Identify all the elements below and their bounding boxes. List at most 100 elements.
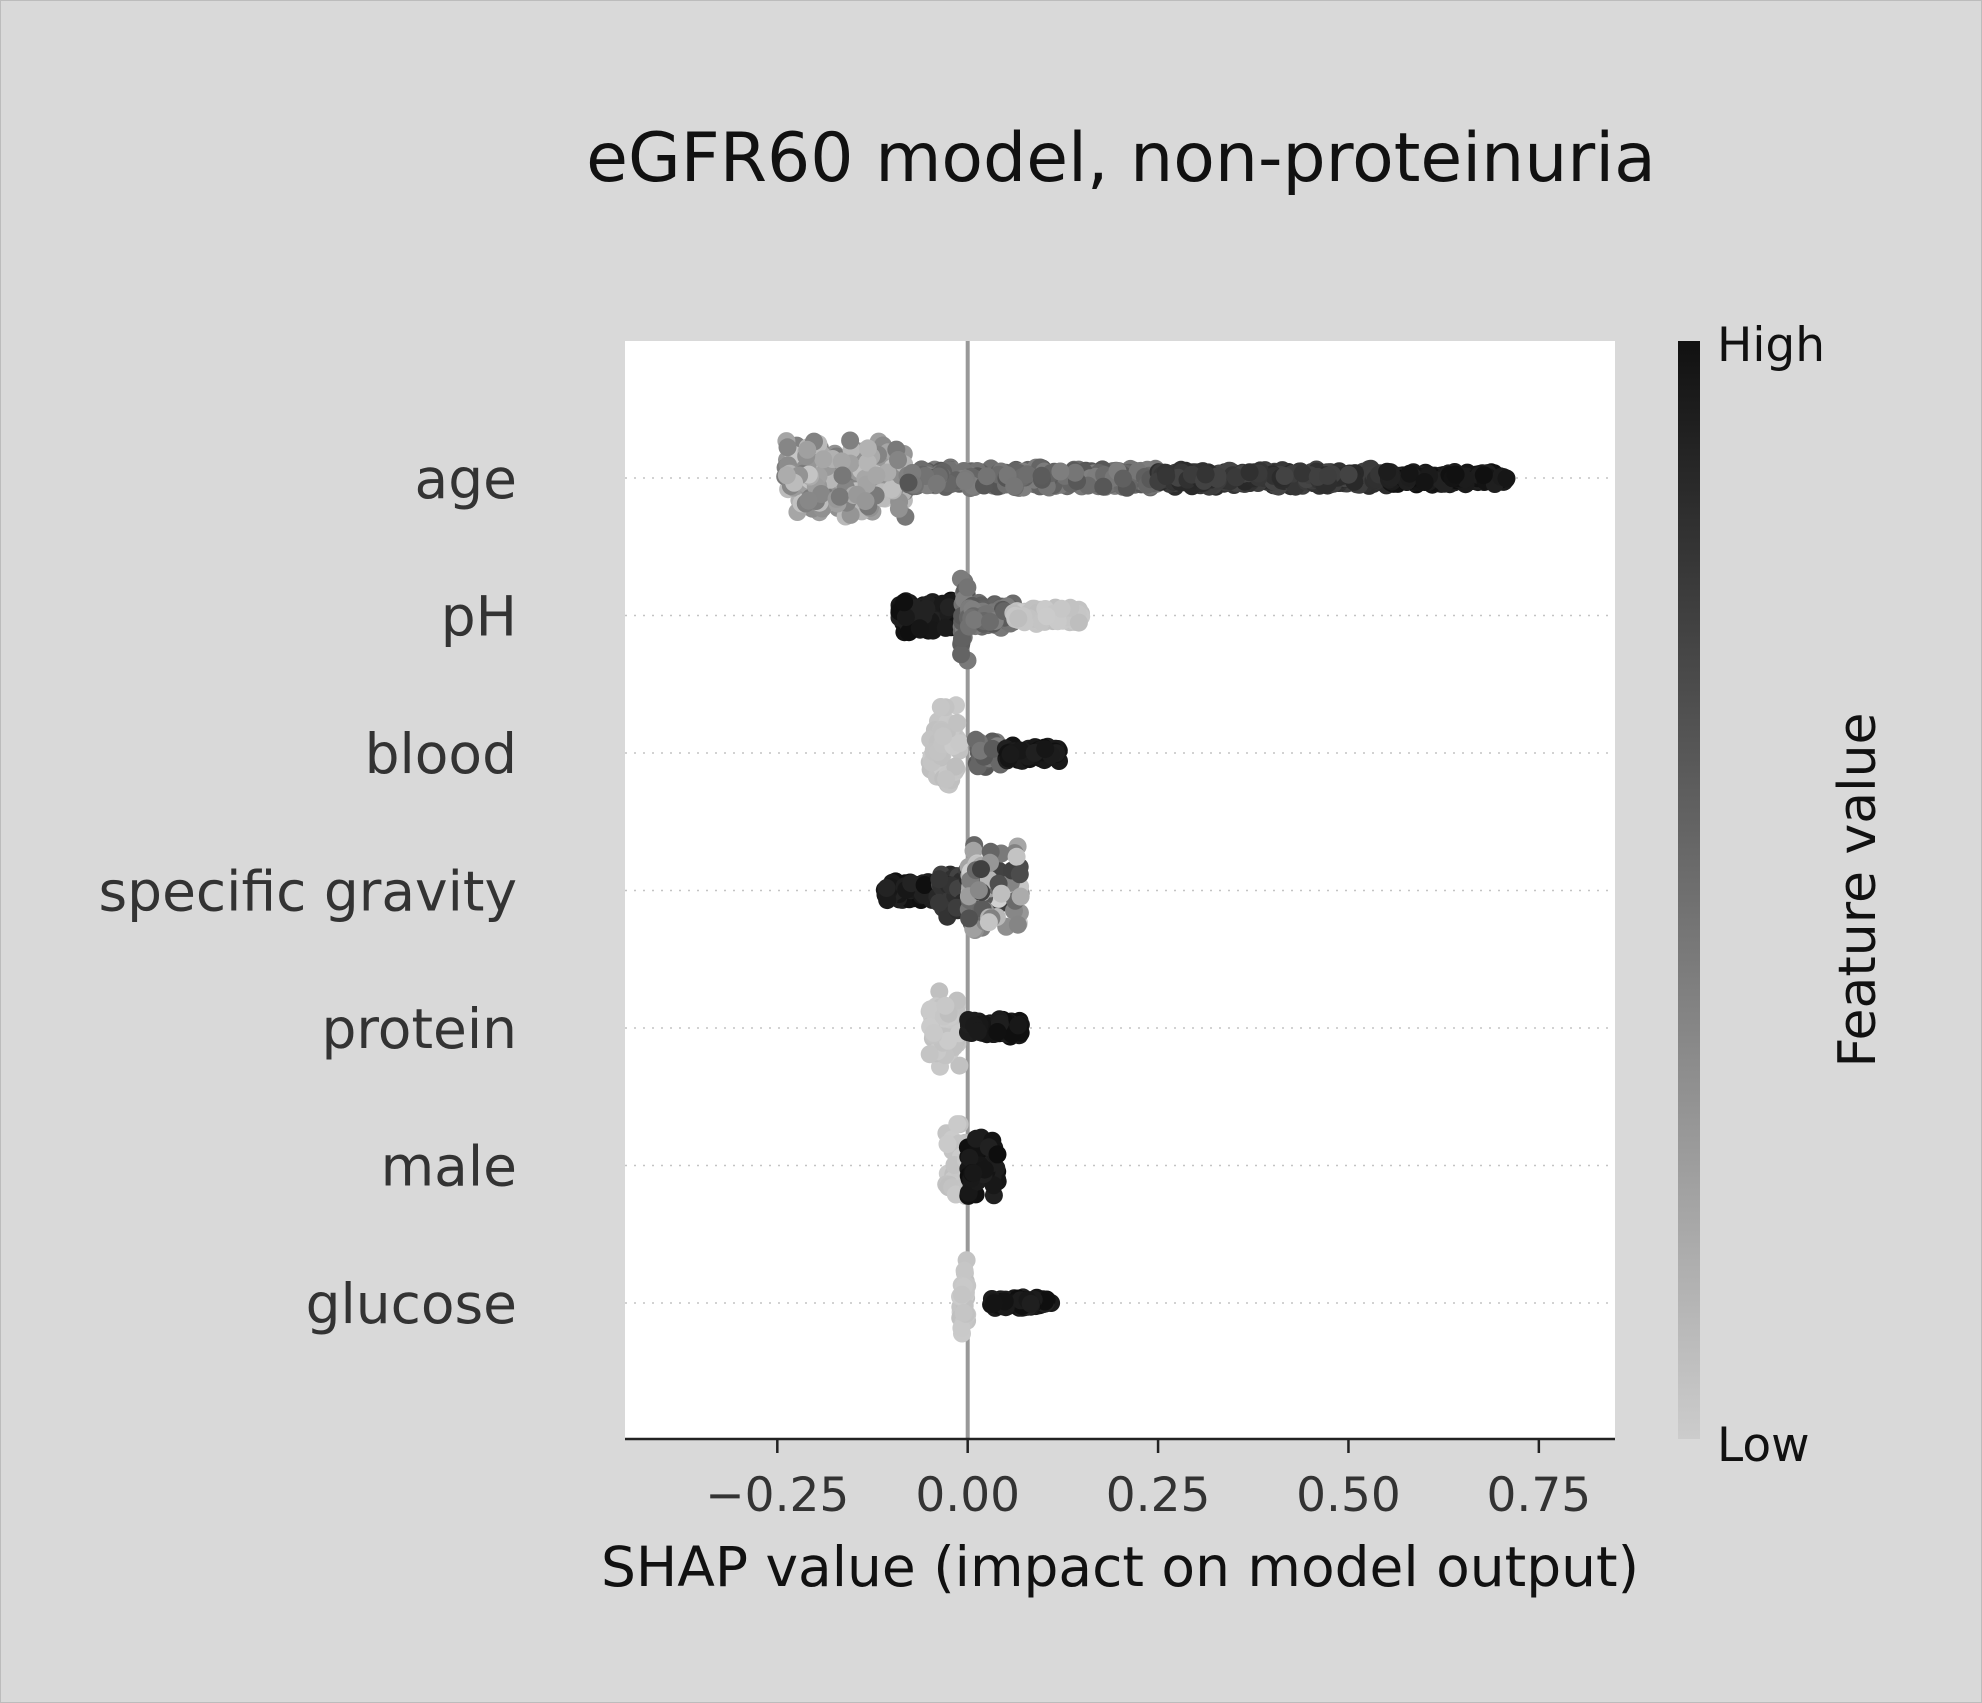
shap-point bbox=[1018, 465, 1037, 484]
shap-point bbox=[1005, 477, 1024, 496]
shap-point bbox=[1275, 467, 1294, 485]
shap-point bbox=[1378, 462, 1397, 481]
shap-point bbox=[1415, 473, 1434, 491]
shap-point bbox=[946, 757, 965, 776]
shap-point bbox=[965, 610, 984, 629]
shap-point bbox=[1293, 464, 1312, 483]
colorbar-low-label: Low bbox=[1717, 1418, 1810, 1473]
shap-point bbox=[1066, 463, 1085, 482]
shap-point bbox=[955, 1261, 974, 1280]
shap-point bbox=[927, 474, 946, 493]
shap-point bbox=[979, 913, 998, 932]
shap-point bbox=[1318, 466, 1337, 485]
shap-point bbox=[1114, 469, 1132, 488]
shap-point bbox=[950, 734, 969, 753]
x-ticks: −0.25 0.00 0.25 0.50 0.75 bbox=[705, 1439, 1591, 1523]
shap-point bbox=[1011, 887, 1030, 906]
feature-label-specific-gravity: specific gravity bbox=[99, 860, 517, 924]
shap-point bbox=[778, 438, 797, 457]
shap-point bbox=[856, 492, 875, 511]
shap-point bbox=[867, 466, 886, 485]
shap-point bbox=[841, 431, 860, 450]
shap-point bbox=[938, 1135, 957, 1154]
shap-point bbox=[939, 598, 958, 617]
shap-point bbox=[1094, 477, 1113, 496]
shap-point bbox=[910, 619, 929, 638]
shap-point bbox=[1446, 465, 1465, 484]
shap-point bbox=[1032, 466, 1051, 485]
shap-point bbox=[925, 1024, 943, 1042]
shap-point bbox=[948, 713, 967, 732]
shap-point bbox=[1339, 465, 1358, 484]
shap-point bbox=[937, 770, 956, 789]
shap-point bbox=[889, 451, 907, 469]
shap-point bbox=[895, 593, 914, 612]
shap-point bbox=[1069, 613, 1088, 632]
shap-point bbox=[1240, 463, 1259, 482]
shap-point bbox=[1036, 740, 1055, 759]
chart-title: eGFR60 model, non-proteinuria bbox=[586, 119, 1656, 198]
shap-point bbox=[896, 608, 915, 627]
feature-label-pH: pH bbox=[441, 585, 517, 649]
shap-points bbox=[776, 431, 1516, 1343]
shap-point bbox=[950, 1056, 969, 1075]
shap-point bbox=[1007, 847, 1026, 866]
shap-point bbox=[952, 645, 971, 664]
shap-point bbox=[952, 1319, 971, 1337]
shap-point bbox=[1001, 745, 1020, 764]
shap-point bbox=[930, 982, 949, 1001]
shap-point bbox=[1474, 466, 1493, 485]
x-tick-label: 0.00 bbox=[915, 1468, 1020, 1523]
shap-point bbox=[968, 1022, 987, 1041]
shap-point bbox=[967, 1129, 985, 1148]
shap-point bbox=[992, 884, 1011, 903]
shap-point bbox=[1008, 915, 1027, 934]
feature-label-blood: blood bbox=[365, 722, 517, 786]
x-tick-label: 0.50 bbox=[1296, 1468, 1401, 1523]
x-tick-label: 0.25 bbox=[1106, 1468, 1211, 1523]
shap-point bbox=[1157, 467, 1176, 486]
feature-label-glucose: glucose bbox=[306, 1272, 517, 1336]
shap-point bbox=[833, 466, 852, 485]
shap-point bbox=[798, 440, 817, 459]
shap-point bbox=[1196, 465, 1215, 484]
shap-point bbox=[882, 480, 901, 499]
shap-point bbox=[830, 487, 849, 506]
shap-point bbox=[1052, 599, 1071, 618]
shap-point bbox=[1021, 1294, 1040, 1313]
shap-point bbox=[1400, 464, 1419, 483]
shap-point bbox=[930, 870, 949, 889]
shap-point bbox=[921, 1000, 940, 1019]
shap-point bbox=[1497, 469, 1516, 488]
shap-point bbox=[930, 893, 948, 912]
shap-point bbox=[1009, 609, 1028, 628]
shap-point bbox=[931, 698, 950, 716]
shap-point bbox=[917, 599, 936, 618]
shap-point bbox=[934, 727, 953, 746]
shap-point bbox=[936, 996, 955, 1015]
shap-point bbox=[981, 612, 999, 631]
x-tick-label: 0.75 bbox=[1487, 1468, 1592, 1523]
shap-point bbox=[902, 874, 921, 893]
feature-label-age: age bbox=[415, 447, 517, 511]
shap-point bbox=[960, 1148, 979, 1167]
shap-point bbox=[936, 618, 955, 637]
colorbar-high-label: High bbox=[1717, 318, 1825, 373]
shap-point bbox=[799, 491, 818, 510]
shap-point bbox=[858, 439, 877, 458]
shap-point bbox=[915, 876, 934, 894]
shap-point bbox=[964, 1164, 983, 1183]
colorbar bbox=[1678, 341, 1700, 1439]
shap-point bbox=[1051, 462, 1070, 481]
shap-point bbox=[988, 1145, 1007, 1164]
shap-point bbox=[858, 453, 877, 472]
feature-label-protein: protein bbox=[321, 997, 517, 1061]
shap-point bbox=[952, 1285, 971, 1304]
shap-point bbox=[889, 499, 908, 518]
shap-point bbox=[1010, 865, 1029, 884]
shap-point bbox=[899, 473, 918, 492]
shap-point bbox=[983, 739, 1002, 758]
shap-point bbox=[972, 860, 990, 879]
